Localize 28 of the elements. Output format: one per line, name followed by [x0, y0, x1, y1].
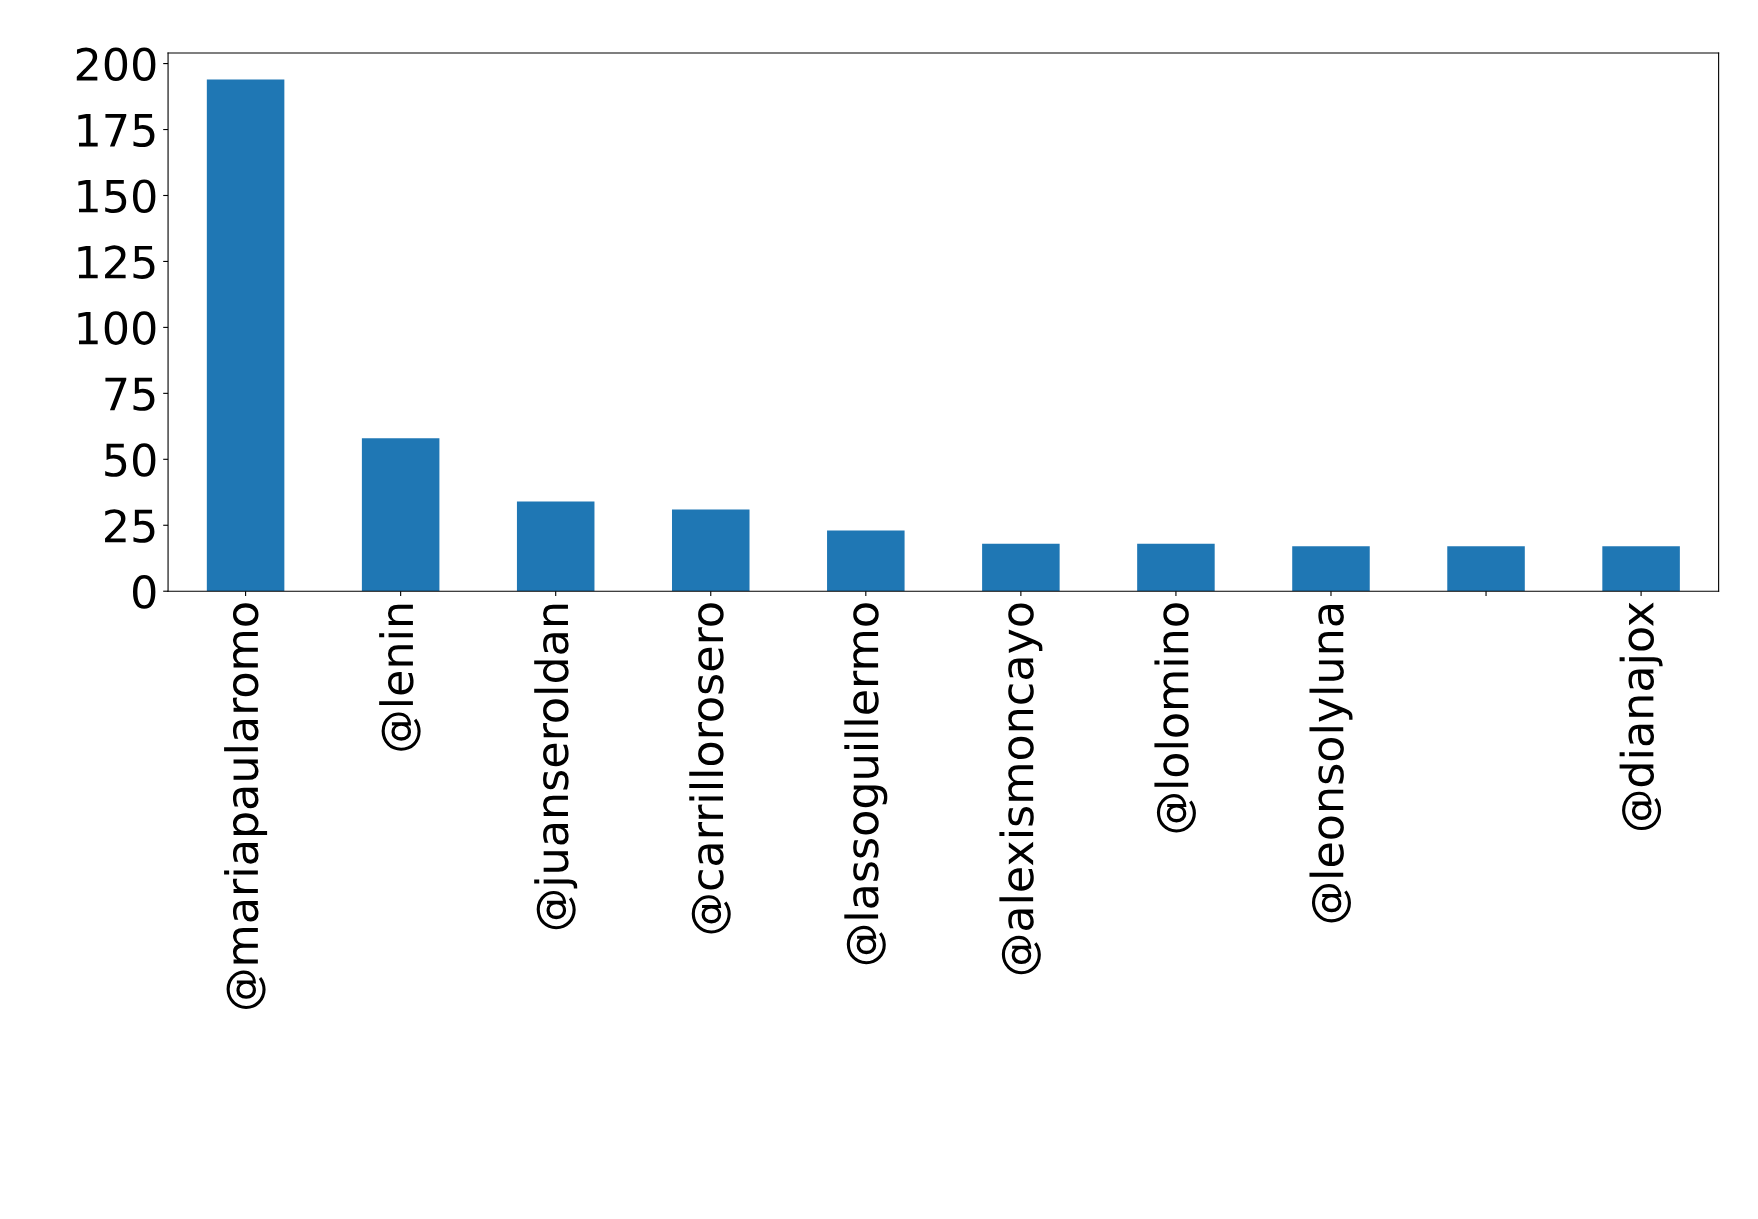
- bar: [827, 530, 905, 592]
- bar: [1292, 546, 1370, 592]
- bar: [1602, 546, 1680, 592]
- x-tick-label: @mariapaularomo: [224, 603, 268, 1009]
- y-tick-label: 25: [105, 509, 155, 543]
- x-tick-label: @lenin: [379, 604, 421, 751]
- bar: [1447, 546, 1525, 592]
- bar: [361, 438, 440, 592]
- bar: [982, 543, 1060, 592]
- y-tick-label: 50: [105, 443, 156, 477]
- y-tick-label: 100: [78, 311, 156, 345]
- x-tick-label: @juanseroldan: [534, 604, 578, 930]
- x-tick-label: @carrillorosero: [689, 603, 731, 934]
- x-tick-label: @lolomino: [1154, 603, 1196, 833]
- y-tick-label: 150: [78, 179, 156, 214]
- y-tick-label: 175: [78, 114, 155, 148]
- x-tick-label: @lassoguillermo: [844, 603, 888, 965]
- bar: [1137, 543, 1215, 592]
- bar: [672, 509, 750, 592]
- bar: [516, 501, 595, 592]
- bar: [206, 79, 285, 592]
- x-tick-label: @dianajox: [1619, 602, 1663, 831]
- y-tick-label: 200: [76, 47, 156, 82]
- x-tick-label: @leonsolyluna: [1309, 604, 1353, 923]
- y-tick-label: 0: [133, 575, 156, 609]
- y-tick-label: 125: [78, 245, 155, 279]
- y-tick-label: 75: [105, 377, 155, 411]
- x-tick-label: @alexismoncayo: [999, 603, 1043, 975]
